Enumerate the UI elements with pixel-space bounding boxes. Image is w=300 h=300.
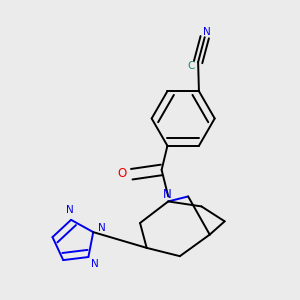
Text: N: N: [163, 188, 172, 201]
Text: N: N: [91, 259, 99, 269]
Text: N: N: [203, 27, 211, 37]
Text: N: N: [66, 205, 74, 215]
Text: O: O: [117, 167, 126, 180]
Text: C: C: [187, 61, 194, 71]
Text: N: N: [98, 223, 106, 233]
